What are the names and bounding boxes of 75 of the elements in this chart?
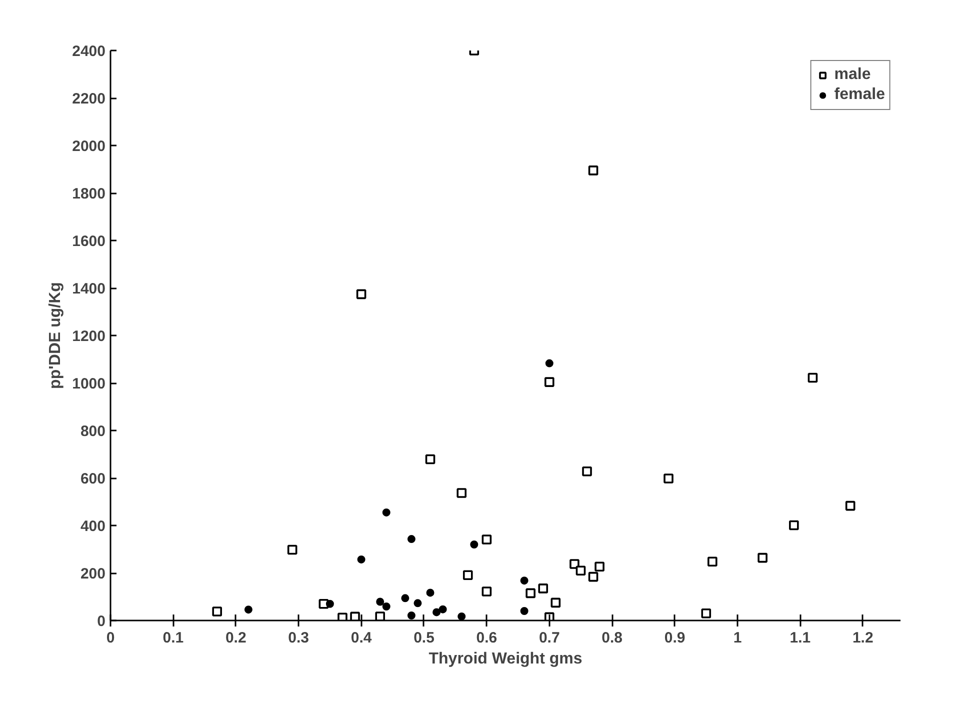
point [520,607,528,615]
point [382,508,390,516]
point [338,612,348,620]
point [382,602,390,610]
point [808,372,818,383]
x-tick-label: 0.3 [288,630,310,646]
point [482,586,492,596]
point [376,598,384,606]
y-tick-label: 2400 [72,43,106,60]
x-tick-label: 0.6 [476,630,498,646]
point [701,608,712,618]
point [570,559,580,569]
x-tick-label: 1.1 [790,630,811,646]
point [375,612,386,620]
point [758,552,768,563]
point [789,520,799,530]
y-tick-label: 2000 [72,138,106,155]
point [356,289,366,300]
point [456,488,467,498]
y-tick-label: 0 [97,613,106,630]
y-tick-label: 200 [80,566,106,582]
point [544,377,554,387]
y-tick-label: 2200 [72,90,106,108]
point [538,584,548,594]
point [470,540,478,548]
point [357,555,366,564]
x-tick-label: 1.2 [852,630,874,646]
point [350,612,360,620]
point [520,576,528,585]
point [287,544,298,555]
y-tick-label: 1200 [72,328,106,345]
y-tick-label: 1000 [72,376,106,392]
x-tick-label: 0.5 [414,630,434,646]
y-tick-label: 1800 [72,186,106,202]
point [550,598,561,608]
y-tick-label: 600 [80,470,106,488]
point [407,535,416,544]
legend-label: female [834,86,885,104]
point [212,606,222,616]
point [438,605,447,614]
point [588,572,598,582]
point [588,166,598,176]
x-tick-label: 1 [733,630,742,646]
y-axis-title: pp'DDE ug/Kg [47,282,64,389]
point [425,454,436,464]
point [526,588,536,598]
point [401,594,410,602]
point [432,608,441,616]
point [845,500,856,511]
point [664,474,674,484]
y-tick-label: 400 [80,518,106,535]
point [594,562,604,572]
point [458,612,466,620]
point [414,599,422,608]
point [426,588,434,597]
y-tick-label: 1400 [72,280,106,298]
point [244,606,252,614]
point [582,466,592,476]
x-tick-label: 0.4 [350,630,372,646]
point [545,359,554,368]
point [326,600,334,608]
point [462,570,473,580]
point [407,612,416,620]
x-axis-title: Thyroid Weight gms [428,650,582,668]
point [708,556,718,566]
x-tick-label: 0.8 [602,630,623,646]
x-tick-label: 0.9 [664,630,686,646]
y-tick-label: 800 [80,423,106,440]
point [482,534,492,544]
legend-label: male [834,66,871,84]
x-tick-label: 0.2 [225,630,246,646]
point [576,566,586,576]
x-tick-label: 0.1 [162,630,184,646]
x-tick-label: 0.7 [538,630,560,646]
y-tick-label: 1600 [72,233,106,250]
